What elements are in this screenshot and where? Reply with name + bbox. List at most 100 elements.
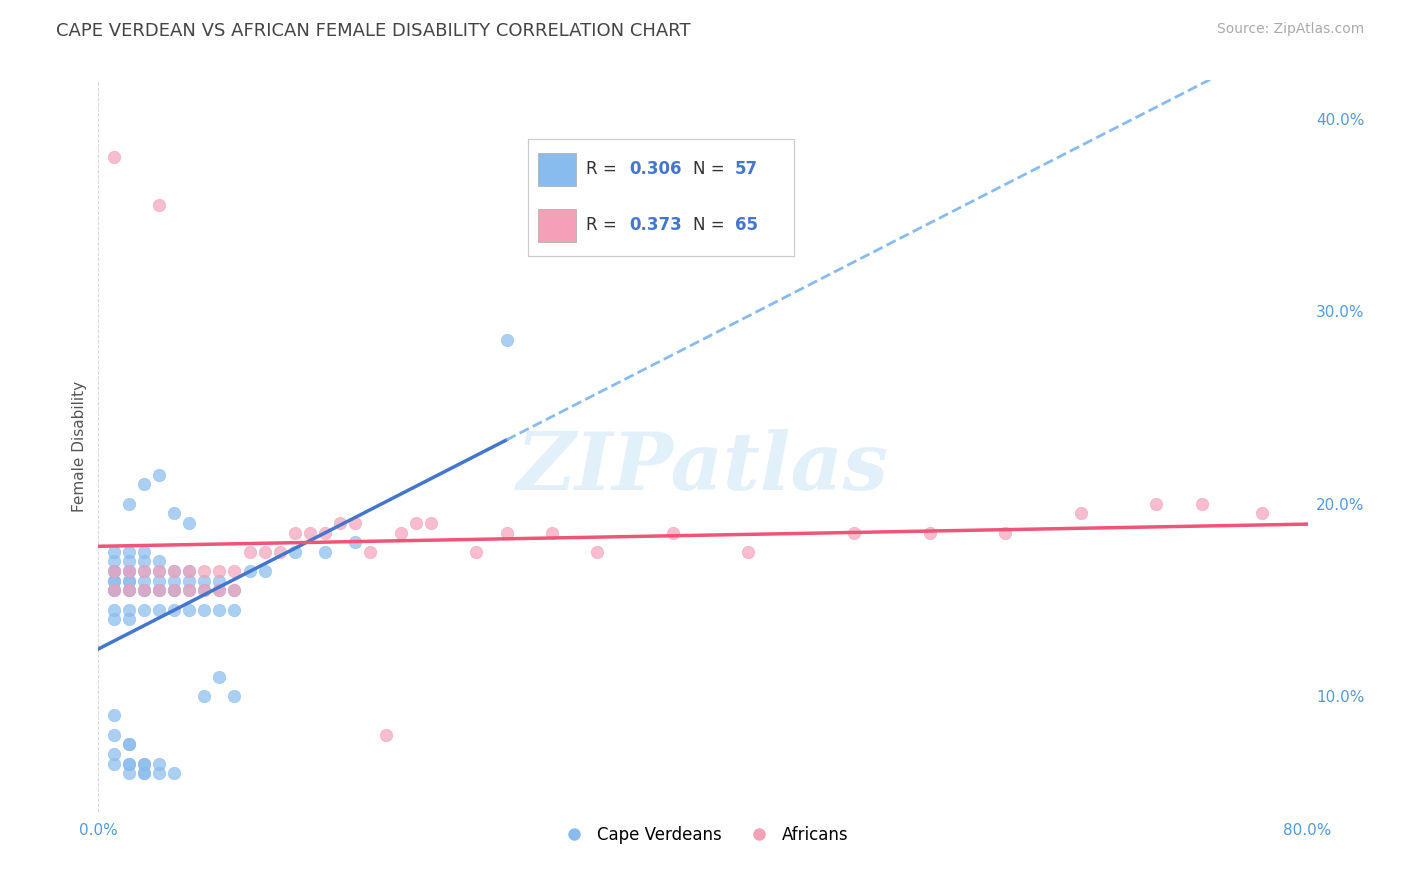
Legend: Cape Verdeans, Africans: Cape Verdeans, Africans	[551, 820, 855, 851]
Point	[148, 554, 170, 568]
Point	[103, 708, 125, 723]
Point	[103, 564, 125, 578]
Point	[103, 583, 125, 598]
Point	[132, 766, 155, 780]
Point	[118, 583, 141, 598]
Point	[118, 583, 141, 598]
Point	[118, 583, 141, 598]
Point	[132, 766, 155, 780]
Point	[179, 564, 201, 578]
Point	[179, 564, 201, 578]
Point	[132, 756, 155, 771]
Point	[495, 525, 517, 540]
Point	[163, 507, 186, 521]
Point	[148, 467, 170, 482]
Point	[103, 564, 125, 578]
Point	[360, 545, 382, 559]
Point	[405, 516, 427, 530]
Point	[118, 554, 141, 568]
Point	[118, 756, 141, 771]
Point	[132, 564, 155, 578]
Text: Source: ZipAtlas.com: Source: ZipAtlas.com	[1216, 22, 1364, 37]
Point	[118, 602, 141, 616]
Point	[132, 583, 155, 598]
Point	[193, 583, 215, 598]
Point	[148, 574, 170, 588]
Point	[344, 516, 367, 530]
Point	[118, 574, 141, 588]
Point	[269, 545, 291, 559]
Point	[179, 583, 201, 598]
Point	[1251, 507, 1274, 521]
Bar	[538, 209, 575, 242]
Point	[103, 545, 125, 559]
Point	[103, 564, 125, 578]
Point	[132, 602, 155, 616]
Text: R =: R =	[586, 160, 623, 178]
Point	[224, 583, 246, 598]
Point	[148, 564, 170, 578]
Text: CAPE VERDEAN VS AFRICAN FEMALE DISABILITY CORRELATION CHART: CAPE VERDEAN VS AFRICAN FEMALE DISABILIT…	[56, 22, 690, 40]
Point	[314, 525, 336, 540]
Point	[163, 564, 186, 578]
Point	[103, 583, 125, 598]
Point	[132, 583, 155, 598]
Point	[103, 747, 125, 761]
Point	[148, 583, 170, 598]
Point	[163, 583, 186, 598]
Point	[1191, 497, 1213, 511]
Point	[179, 602, 201, 616]
Point	[208, 564, 231, 578]
Point	[163, 766, 186, 780]
Point	[118, 737, 141, 751]
Point	[1144, 497, 1167, 511]
Point	[103, 728, 125, 742]
Point	[224, 583, 246, 598]
Point	[148, 583, 170, 598]
Point	[420, 516, 443, 530]
Point	[132, 564, 155, 578]
Point	[118, 737, 141, 751]
Point	[253, 564, 276, 578]
Point	[179, 574, 201, 588]
Point	[103, 602, 125, 616]
Point	[132, 554, 155, 568]
Point	[132, 756, 155, 771]
Point	[148, 756, 170, 771]
Point	[103, 150, 125, 164]
Point	[208, 583, 231, 598]
Point	[118, 756, 141, 771]
Text: ZIPatlas: ZIPatlas	[517, 429, 889, 507]
Point	[918, 525, 941, 540]
Text: 0.306: 0.306	[628, 160, 682, 178]
Point	[284, 545, 307, 559]
Point	[103, 574, 125, 588]
Point	[193, 574, 215, 588]
Point	[179, 516, 201, 530]
Point	[103, 583, 125, 598]
Point	[299, 525, 322, 540]
Point	[661, 525, 683, 540]
Point	[179, 583, 201, 598]
Point	[284, 525, 307, 540]
Point	[586, 545, 609, 559]
Point	[103, 554, 125, 568]
Point	[163, 564, 186, 578]
Point	[844, 525, 866, 540]
Point	[118, 564, 141, 578]
Point	[208, 574, 231, 588]
Point	[163, 574, 186, 588]
Point	[239, 564, 262, 578]
Point	[193, 583, 215, 598]
Point	[224, 690, 246, 704]
Point	[103, 756, 125, 771]
Point	[253, 545, 276, 559]
Point	[329, 516, 352, 530]
Point	[193, 690, 215, 704]
Point	[118, 545, 141, 559]
Point	[118, 564, 141, 578]
Point	[374, 728, 396, 742]
Text: N =: N =	[693, 160, 730, 178]
Point	[465, 545, 488, 559]
Point	[239, 545, 262, 559]
